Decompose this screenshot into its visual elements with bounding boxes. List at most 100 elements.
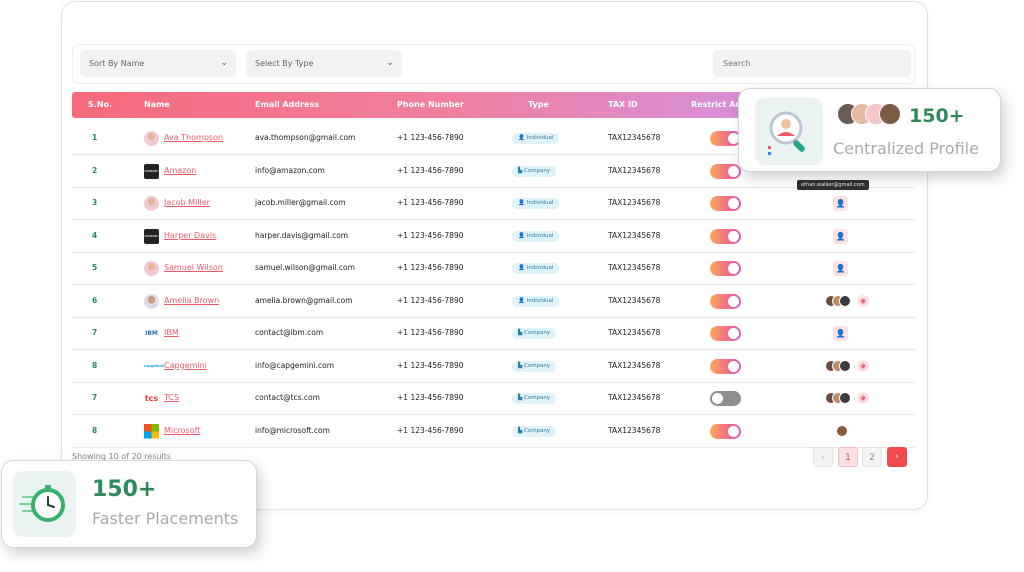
- phone-cell: +1 123-456-7890: [397, 230, 464, 240]
- type-label: Company: [523, 427, 551, 434]
- email-cell: samuel.wilson@gmail.com: [255, 263, 355, 272]
- profile-label: Centralized Profile: [833, 139, 979, 158]
- col-taxid: TAX ID: [608, 100, 638, 109]
- client-name-link[interactable]: Harper Davis: [164, 230, 217, 240]
- restrict-access-toggle[interactable]: [710, 391, 741, 406]
- type-badge: 👤 Individual: [512, 263, 560, 274]
- email-cell: amelia.brown@gmail.com: [255, 295, 353, 305]
- user-icon[interactable]: 👤: [833, 261, 848, 276]
- table-row: 8 capgemini Capgemini info@capgemini.com +1 …: [72, 350, 915, 383]
- eye-icon[interactable]: ◉: [857, 359, 869, 372]
- avatar: [839, 392, 851, 404]
- client-name-link[interactable]: Amelia Brown: [164, 295, 220, 305]
- microsoft-logo: [144, 423, 159, 439]
- email-cell: ava.thompson@gmail.com: [255, 133, 356, 142]
- building-icon: ▙: [518, 362, 524, 369]
- email-cell: info@microsoft.com: [255, 425, 330, 435]
- toggle-knob: [728, 295, 739, 307]
- user-icon: 👤: [518, 265, 527, 271]
- avatar: [839, 359, 851, 372]
- restrict-access-toggle[interactable]: [710, 261, 741, 276]
- user-icon[interactable]: 👤: [833, 196, 848, 211]
- client-name-link[interactable]: Capgemini: [164, 360, 207, 370]
- phone-cell: +1 123-456-7890: [397, 393, 464, 402]
- type-badge: 👤 Individual: [512, 230, 560, 242]
- tax-id-cell: TAX12345678: [608, 230, 661, 240]
- col-email: Email Address: [255, 100, 320, 109]
- table-row: 5 Samuel Wilson samuel.wilson@gmail.com +1 …: [72, 252, 915, 285]
- type-label: Company: [523, 362, 551, 369]
- building-icon: ▙: [518, 167, 524, 174]
- type-select[interactable]: Select By Type ⌄: [246, 50, 402, 77]
- client-name-link[interactable]: Ava Thompson: [164, 133, 224, 142]
- eye-icon[interactable]: ◉: [857, 392, 869, 404]
- restrict-access-toggle[interactable]: [710, 131, 741, 146]
- toggle-knob: [728, 328, 739, 339]
- phone-cell: +1 123-456-7890: [397, 360, 464, 370]
- client-name-link[interactable]: Amazon: [164, 165, 197, 175]
- row-number: 8: [92, 360, 98, 370]
- prev-page-button[interactable]: ‹: [813, 447, 833, 467]
- sort-select-label: Sort By Name: [89, 59, 145, 68]
- page-2-button[interactable]: 2: [862, 447, 882, 467]
- restrict-access-toggle[interactable]: [710, 358, 741, 374]
- avatar: [144, 131, 159, 146]
- page-1-button[interactable]: 1: [838, 447, 858, 467]
- eye-icon[interactable]: ◉: [857, 294, 869, 307]
- restrict-access-toggle[interactable]: [710, 228, 741, 244]
- client-name-link[interactable]: TCS: [164, 393, 180, 402]
- sort-select[interactable]: Sort By Name ⌄: [80, 50, 236, 77]
- row-number: 2: [92, 165, 98, 175]
- next-page-button[interactable]: ›: [887, 447, 907, 467]
- row-number: 6: [92, 295, 98, 305]
- type-badge: 👤 Individual: [512, 295, 560, 307]
- table-card: [61, 1, 928, 510]
- type-badge: ▙ Company: [512, 328, 557, 339]
- type-label: Individual: [526, 232, 554, 239]
- restrict-access-toggle[interactable]: [710, 423, 741, 439]
- avatar: [839, 294, 851, 307]
- capgemini-logo: capgemini: [144, 363, 165, 368]
- phone-cell: +1 123-456-7890: [397, 328, 464, 337]
- toggle-knob: [728, 263, 739, 274]
- search-input[interactable]: Search: [713, 50, 911, 77]
- tax-id-cell: TAX12345678: [608, 133, 661, 142]
- type-badge: 👤 Individual: [512, 198, 560, 209]
- row-number: 4: [92, 230, 98, 240]
- placement-count: 150+: [92, 477, 157, 502]
- avatar: [144, 196, 159, 211]
- amazon-logo: amazon: [144, 163, 159, 179]
- user-icon: 👤: [518, 297, 527, 304]
- user-icon[interactable]: 👤: [833, 326, 848, 341]
- restrict-access-toggle[interactable]: [710, 163, 741, 179]
- client-name-link[interactable]: IBM: [164, 328, 179, 337]
- row-number: 3: [92, 198, 98, 207]
- profile-count: 150+: [909, 105, 965, 127]
- client-name-link[interactable]: Samuel Wilson: [164, 263, 223, 272]
- email-cell: jacob.miller@gmail.com: [255, 198, 346, 207]
- chevron-down-icon: ⌄: [220, 58, 228, 68]
- restrict-access-toggle[interactable]: [710, 293, 741, 309]
- user-icon[interactable]: 👤: [833, 228, 848, 244]
- col-sno: S.No.: [88, 100, 113, 109]
- centralized-profile-card: 150+ Centralized Profile: [738, 88, 1001, 172]
- col-phone: Phone Number: [397, 100, 464, 109]
- restrict-access-toggle[interactable]: [710, 326, 741, 341]
- type-label: Company: [523, 167, 551, 174]
- toggle-knob: [728, 360, 739, 372]
- client-name-link[interactable]: Jacob Miller: [164, 198, 210, 207]
- table-row: 1 Ava Thompson ava.thompson@gmail.com +1 12…: [72, 122, 915, 155]
- search-placeholder: Search: [723, 59, 751, 68]
- client-name-link[interactable]: Microsoft: [164, 425, 201, 435]
- phone-cell: +1 123-456-7890: [397, 263, 464, 272]
- phone-cell: +1 123-456-7890: [397, 295, 464, 305]
- toggle-knob: [712, 393, 723, 404]
- avatar: [144, 261, 159, 276]
- placement-label: Faster Placements: [92, 509, 239, 528]
- amazon-logo: amazon: [144, 228, 159, 244]
- toggle-knob: [728, 165, 739, 177]
- restrict-access-toggle[interactable]: [710, 196, 741, 211]
- tax-id-cell: TAX12345678: [608, 263, 661, 272]
- tax-id-cell: TAX12345678: [608, 295, 661, 305]
